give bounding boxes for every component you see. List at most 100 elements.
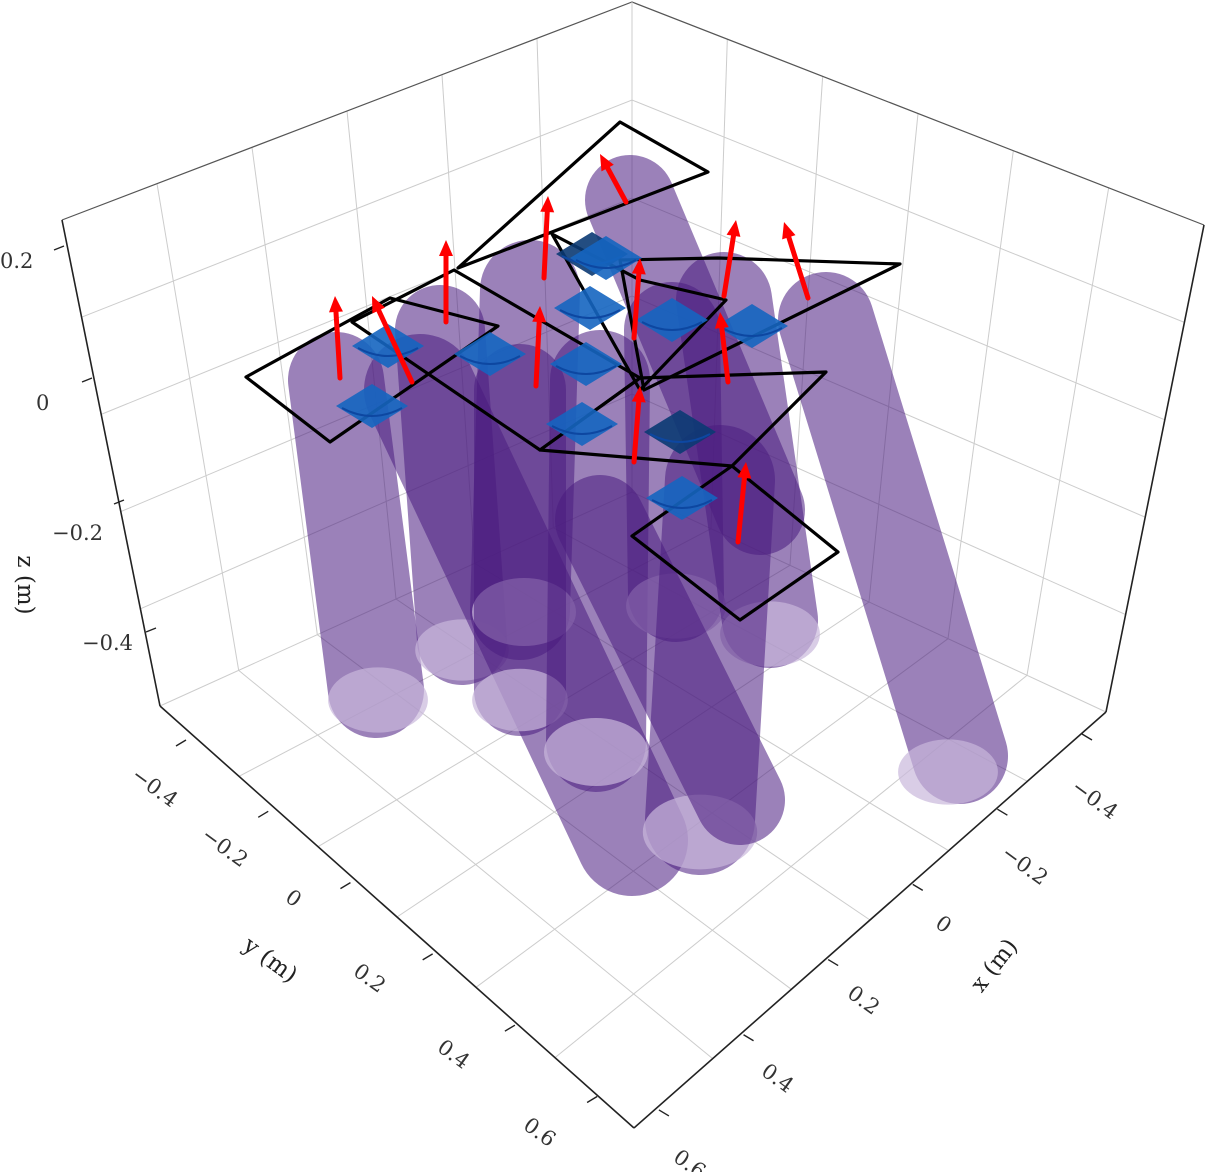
x-tick: [743, 1034, 754, 1042]
normal-arrow: [714, 312, 731, 385]
x-axis-label: x (m): [966, 934, 1023, 997]
panels: [336, 232, 788, 520]
grid-line: [251, 147, 318, 635]
panel-curve: [559, 309, 621, 319]
frame-outline: [456, 120, 710, 270]
solar-panel: [554, 286, 626, 330]
y-tick-label: 0: [281, 885, 306, 912]
cylinder-end: [472, 668, 568, 732]
x-tick-label: −0.4: [1067, 775, 1122, 824]
cylinders: [288, 155, 1008, 896]
normal-arrows: [328, 154, 811, 545]
cylinder-body: [555, 475, 785, 845]
cylinder: [555, 475, 785, 845]
solar-panel: [336, 384, 408, 428]
z-axis-label: z (m): [12, 555, 38, 614]
arrow-head: [439, 240, 453, 256]
panel-curve: [357, 347, 419, 357]
y-tick: [175, 739, 187, 747]
normal-arrow: [540, 196, 555, 281]
cylinder-end: [544, 718, 648, 786]
arrow-shaft: [631, 399, 642, 465]
panel-face: [336, 384, 408, 428]
normal-arrow: [532, 306, 547, 389]
x-tick-label: 0.6: [669, 1145, 710, 1172]
z-tick-labels: 0.2 0 −0.2 −0.4: [0, 249, 133, 655]
grid-line: [1026, 187, 1110, 676]
arrow-head: [782, 222, 796, 240]
panel-curve: [721, 327, 783, 337]
y-axis-label: y (m): [237, 932, 302, 989]
z-tick: [81, 377, 93, 383]
normal-arrow: [721, 220, 741, 299]
y-tick: [340, 881, 351, 890]
arrow-shaft: [721, 233, 737, 299]
normal-arrow: [735, 462, 752, 545]
solar-panel: [646, 476, 718, 520]
arrow-head: [631, 386, 646, 403]
normal-arrow: [782, 222, 811, 301]
frame-outline: [244, 296, 500, 444]
x-tick-label: 0.4: [757, 1059, 798, 1098]
solar-panel: [716, 304, 788, 348]
x-tick-label: −0.2: [997, 841, 1052, 890]
z-tick-label: 0.2: [0, 249, 33, 273]
z-axis-line: [61, 219, 161, 707]
panel-face: [636, 298, 708, 342]
grid-line: [156, 183, 240, 671]
cylinder-end: [328, 667, 428, 733]
y-tick-labels: −0.4 −0.2 0 0.2 0.4 0.6: [127, 763, 560, 1152]
y-tick-label: 0.4: [433, 1035, 474, 1074]
x-axis-line: [633, 711, 1107, 1129]
z-tick-label: 0: [36, 391, 49, 415]
panel-curve: [341, 407, 403, 417]
panel-curve: [649, 433, 711, 443]
arrow-shaft: [541, 209, 550, 281]
normal-arrow: [631, 258, 646, 341]
arrow-shaft: [533, 319, 542, 389]
panel-face: [716, 304, 788, 348]
y-tick-label: 0.6: [519, 1113, 560, 1152]
frame-outline: [618, 256, 902, 392]
arrow-shaft: [786, 234, 811, 301]
normal-arrow: [439, 240, 453, 325]
arrow-head: [532, 306, 547, 323]
panel-curve: [651, 499, 713, 509]
x-tick: [1081, 733, 1093, 741]
panel-curve: [551, 425, 613, 435]
y-tick: [422, 953, 434, 961]
panel-curve: [555, 365, 617, 375]
y-tick: [586, 1095, 598, 1104]
y-tick-label: −0.2: [197, 823, 252, 872]
z-tick-label: −0.4: [82, 631, 133, 655]
z-tick: [53, 245, 65, 251]
solar-panel: [550, 342, 622, 386]
solar-panel: [570, 236, 642, 280]
normal-arrow: [631, 386, 646, 465]
arrow-head: [737, 462, 752, 479]
panel-face: [454, 332, 526, 376]
x-tick: [658, 1109, 670, 1117]
cylinder: [472, 344, 568, 736]
z-tick-label: −0.2: [52, 521, 103, 545]
axes: [53, 219, 1205, 1129]
panel-face: [546, 402, 618, 446]
y-tick-label: −0.4: [127, 763, 182, 812]
x-tick-label: 0.2: [843, 981, 884, 1020]
normal-arrow: [328, 296, 343, 381]
panel-curve: [641, 321, 703, 331]
panel-face: [550, 342, 622, 386]
frames: [244, 120, 902, 622]
arrow-head: [714, 312, 729, 329]
arrow-shaft: [735, 475, 747, 545]
x-tick: [912, 883, 924, 891]
x-tick: [827, 958, 839, 967]
cylinder-body: [778, 272, 1008, 804]
panel-curve: [575, 259, 637, 269]
arrow-head: [600, 154, 614, 172]
y-tick-label: 0.2: [349, 959, 390, 998]
arrow-head: [631, 258, 646, 275]
solar-panel: [352, 324, 424, 368]
arrow-shaft: [333, 309, 343, 381]
